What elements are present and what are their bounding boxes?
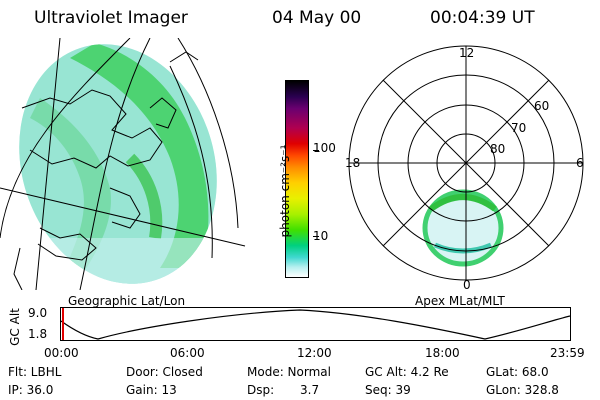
mlt-label-0: 0 xyxy=(463,278,471,292)
dsp-value: 3.7 xyxy=(300,383,320,397)
geographic-panel-label: Geographic Lat/Lon xyxy=(68,294,186,308)
glon-info: GLon: 328.8 xyxy=(486,383,559,397)
glat-info: GLat: 68.0 xyxy=(486,365,549,379)
altitude-axis-title: GC Alt xyxy=(8,308,22,346)
dsp-info: Dsp: xyxy=(247,383,275,397)
gain-info: Gain: 13 xyxy=(126,383,177,397)
altitude-y-max: 9.0 xyxy=(28,306,48,320)
lat-lon-grid xyxy=(0,38,246,290)
altitude-x-tick-4: 23:59 xyxy=(550,346,585,360)
colorbar-tick-100: 100 xyxy=(313,141,336,155)
seq-info: Seq: 39 xyxy=(365,383,411,397)
colorbar-tick-10: 10 xyxy=(313,229,329,243)
altitude-x-tick-0: 00:00 xyxy=(44,346,79,360)
instrument-title: Ultraviolet Imager xyxy=(34,8,188,28)
geographic-image xyxy=(0,38,248,290)
altitude-plot xyxy=(60,307,571,341)
time-label: 00:04:39 UT xyxy=(430,8,535,28)
lat-label-60: 60 xyxy=(534,99,550,113)
door-info: Door: Closed xyxy=(126,365,203,379)
colorbar-unit-label: photon cm⁻²s⁻¹ xyxy=(278,144,292,238)
coastlines xyxy=(13,51,199,290)
altitude-x-tick-3: 18:00 xyxy=(425,346,460,360)
mlt-label-12: 12 xyxy=(459,46,475,60)
apex-panel-label: Apex MLat/MLT xyxy=(415,294,505,308)
mlt-label-6: 6 xyxy=(576,156,584,170)
filter-info: Flt: LBHL xyxy=(8,365,62,379)
lat-label-70: 70 xyxy=(511,121,527,135)
gc-alt-info: GC Alt: 4.2 Re xyxy=(365,365,449,379)
date-label: 04 May 00 xyxy=(272,8,362,28)
ip-info: IP: 36.0 xyxy=(8,383,54,397)
mode-info: Mode: Normal xyxy=(247,365,331,379)
lat-label-80: 80 xyxy=(490,142,506,156)
polar-mlt-plot xyxy=(348,45,584,281)
altitude-x-tick-2: 12:00 xyxy=(297,346,332,360)
altitude-x-tick-1: 06:00 xyxy=(170,346,205,360)
mlt-label-18: 18 xyxy=(345,156,361,170)
colorbar xyxy=(285,80,309,278)
altitude-y-min: 1.8 xyxy=(28,327,48,341)
